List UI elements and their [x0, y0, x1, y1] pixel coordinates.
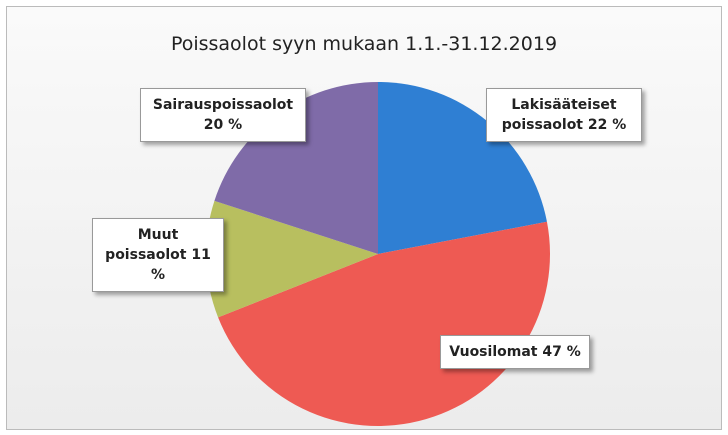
slice-label: Sairauspoissaolot 20 % [140, 88, 306, 142]
slice-label: Lakisääteiset poissaolot 22 % [486, 88, 642, 142]
slice-label: Muut poissaolot 11 % [92, 218, 224, 292]
pie-slice [214, 82, 378, 254]
value-label: 22 % [587, 117, 627, 133]
pie-slice [218, 221, 551, 426]
category-label: Sairauspoissaolot [152, 97, 294, 113]
value-label: 20 % [203, 117, 243, 133]
value-label: 47 % [542, 344, 581, 360]
slice-label: Vuosilomat 47 % [440, 335, 590, 369]
pie-slice [378, 82, 547, 254]
value-label: 11 % [150, 247, 211, 283]
pie-slice [206, 200, 378, 318]
chart-title: Poissaolot syyn mukaan 1.1.-31.12.2019 [170, 33, 558, 55]
category-label: Muut poissaolot [105, 227, 187, 263]
category-label: Vuosilomat [449, 344, 538, 360]
category-label: Lakisääteiset poissaolot [501, 97, 617, 133]
